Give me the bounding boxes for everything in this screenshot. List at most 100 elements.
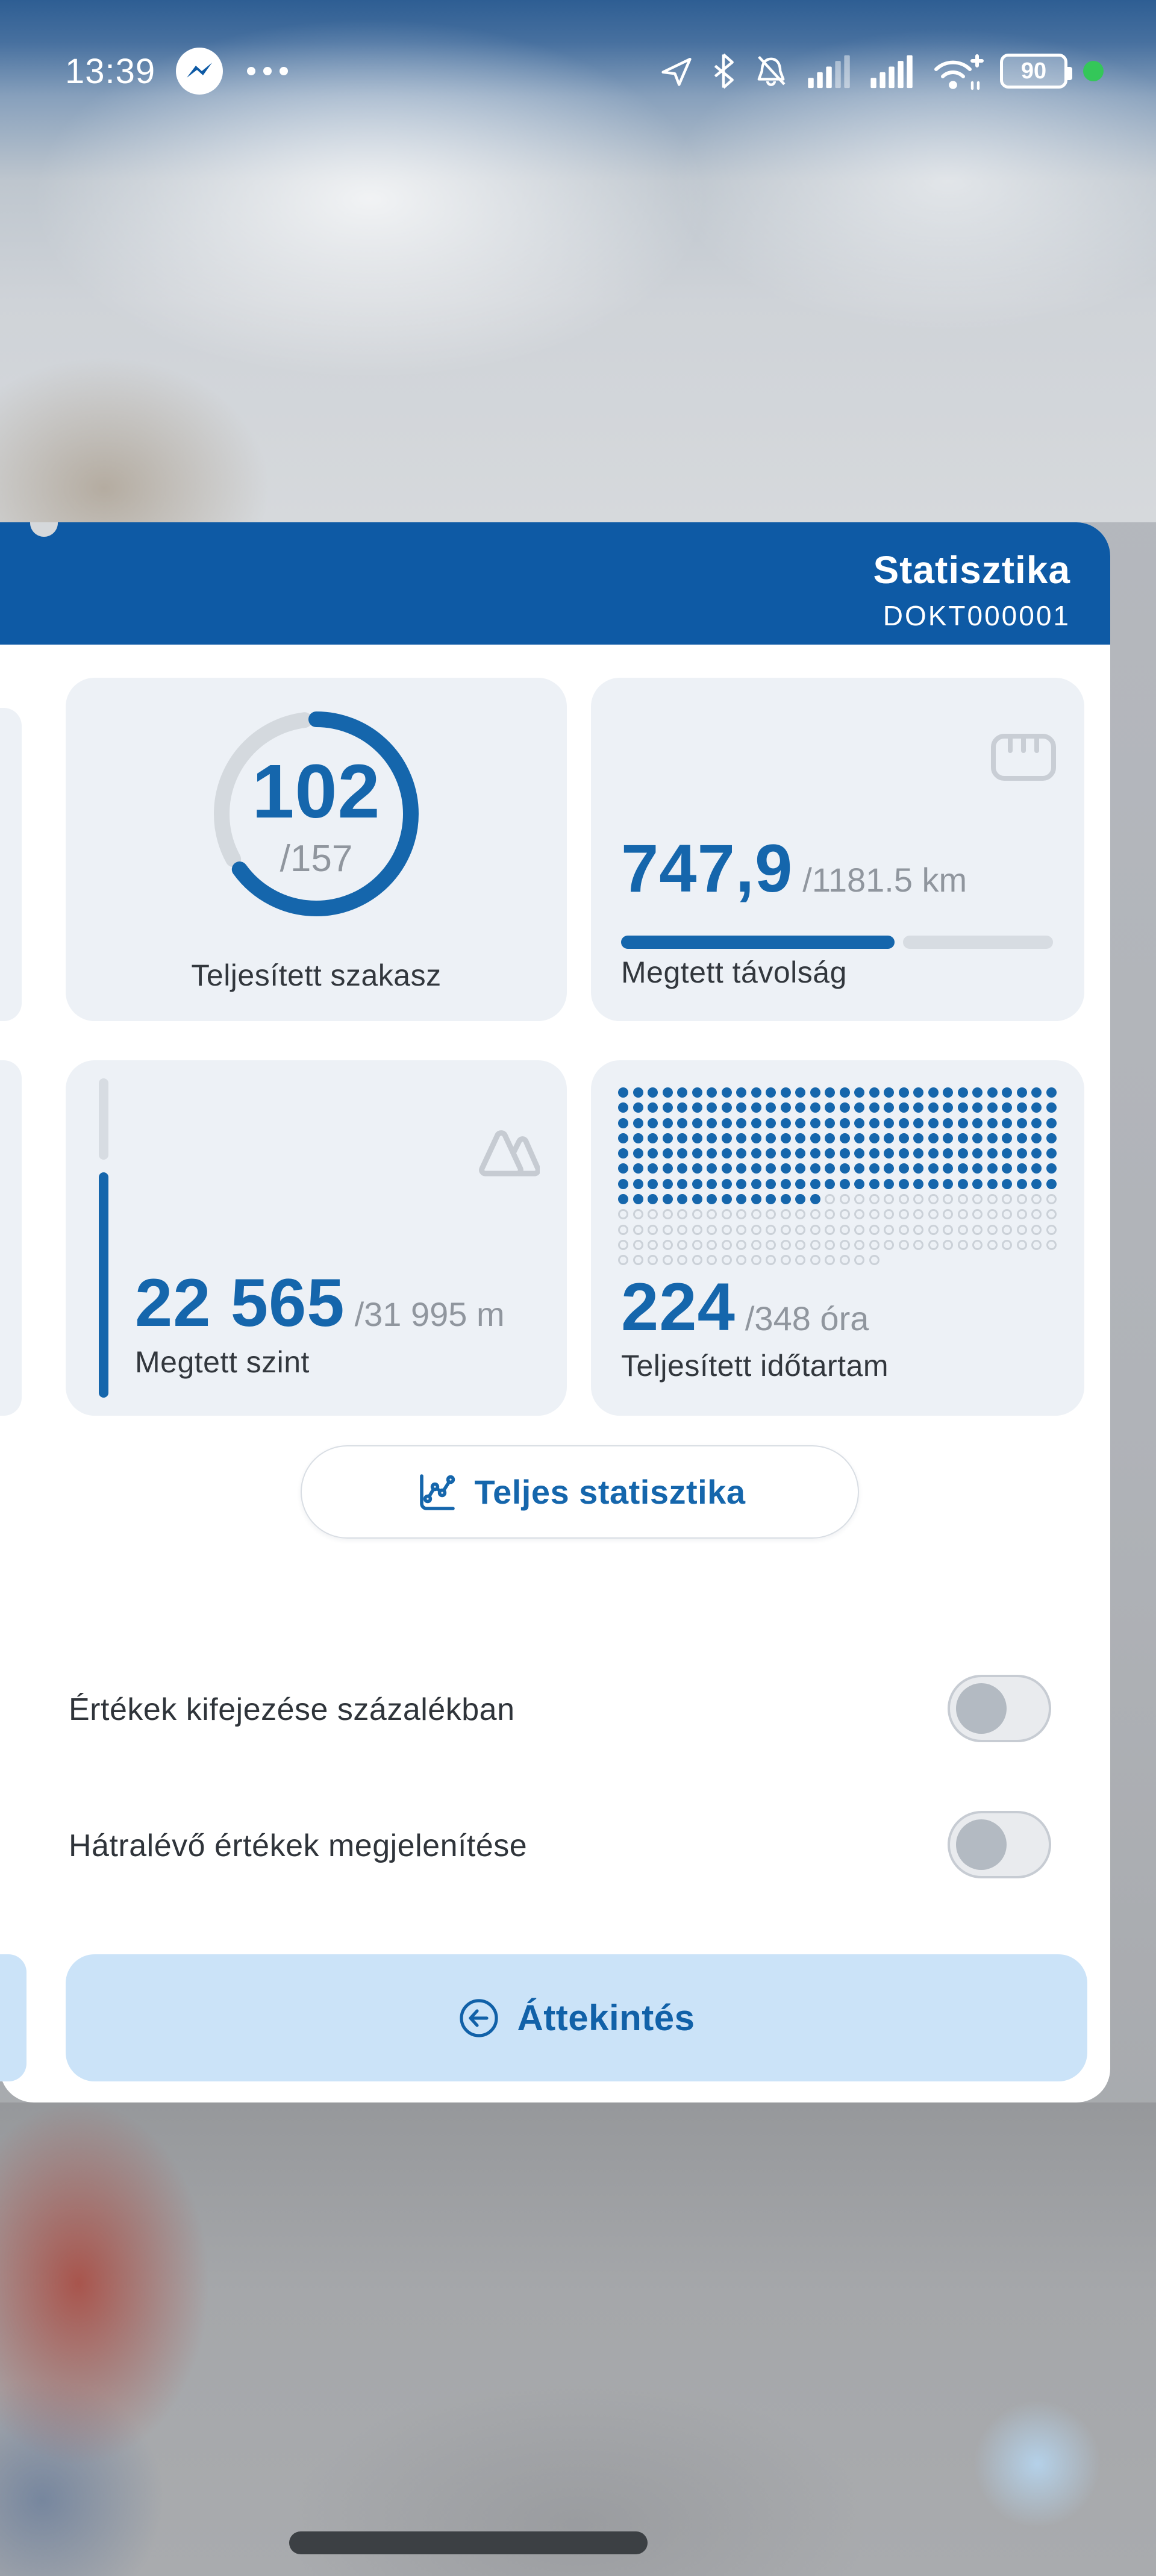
dot-filled	[721, 1194, 732, 1205]
dot-filled	[1002, 1133, 1012, 1143]
dot-empty	[1046, 1194, 1057, 1205]
dot-empty	[943, 1194, 953, 1205]
dot-filled	[1046, 1118, 1057, 1128]
dot-filled	[839, 1133, 850, 1143]
toggle-remaining-label: Hátralévő értékek megjelenítése	[69, 1828, 528, 1863]
dot-empty	[884, 1239, 894, 1250]
dot-empty	[648, 1209, 658, 1220]
dot-empty	[618, 1239, 628, 1250]
dot-filled	[972, 1163, 983, 1174]
dot-filled	[898, 1087, 909, 1098]
panel-code: DOKT000001	[883, 600, 1070, 631]
full-statistics-button[interactable]: Teljes statisztika	[301, 1445, 859, 1539]
dot-filled	[795, 1118, 805, 1128]
dot-filled	[780, 1102, 791, 1113]
dot-empty	[839, 1194, 850, 1205]
dot-filled	[662, 1148, 673, 1159]
dot-filled	[780, 1087, 791, 1098]
dot-empty	[795, 1239, 805, 1250]
dot-filled	[854, 1102, 864, 1113]
dot-empty	[825, 1209, 835, 1220]
dot-filled	[825, 1148, 835, 1159]
dot-filled	[972, 1087, 983, 1098]
carousel-sliver-button[interactable]	[0, 1954, 27, 2081]
distance-progress-bar	[621, 936, 1053, 949]
dot-empty	[662, 1209, 673, 1220]
dot-filled	[633, 1087, 643, 1098]
dot-empty	[707, 1209, 717, 1220]
dot-filled	[751, 1194, 761, 1205]
dot-empty	[1016, 1239, 1027, 1250]
dot-filled	[810, 1163, 820, 1174]
dot-empty	[618, 1255, 628, 1266]
carousel-sliver-card-1[interactable]	[0, 708, 22, 1021]
dot-filled	[854, 1163, 864, 1174]
dot-filled	[1046, 1163, 1057, 1174]
dot-empty	[677, 1209, 687, 1220]
dot-filled	[618, 1148, 628, 1159]
dot-filled	[707, 1194, 717, 1205]
toggle-percent-label: Értékek kifejezése százalékban	[69, 1692, 515, 1727]
dot-empty	[957, 1194, 968, 1205]
dot-empty	[766, 1255, 776, 1266]
dot-empty	[839, 1239, 850, 1250]
dot-filled	[677, 1194, 687, 1205]
dot-empty	[721, 1255, 732, 1266]
dot-filled	[707, 1148, 717, 1159]
dot-filled	[928, 1118, 939, 1128]
dot-empty	[648, 1255, 658, 1266]
dot-filled	[766, 1133, 776, 1143]
dot-filled	[957, 1133, 968, 1143]
dot-filled	[766, 1178, 776, 1189]
dot-filled	[898, 1163, 909, 1174]
toggle-percent-switch[interactable]	[948, 1675, 1051, 1742]
dot-filled	[633, 1133, 643, 1143]
distance-total: /1181.5 km	[802, 861, 967, 899]
dot-filled	[810, 1133, 820, 1143]
dot-empty	[810, 1255, 820, 1266]
dot-filled	[618, 1194, 628, 1205]
dot-filled	[707, 1163, 717, 1174]
dot-filled	[839, 1118, 850, 1128]
dot-filled	[662, 1118, 673, 1128]
dot-filled	[1031, 1133, 1042, 1143]
dot-empty	[957, 1239, 968, 1250]
dot-empty	[1016, 1224, 1027, 1235]
dot-filled	[884, 1133, 894, 1143]
dot-filled	[943, 1178, 953, 1189]
dot-filled	[677, 1133, 687, 1143]
dot-empty	[1031, 1239, 1042, 1250]
dot-filled	[707, 1102, 717, 1113]
dot-filled	[1016, 1133, 1027, 1143]
dot-empty	[825, 1224, 835, 1235]
toggle-remaining-switch[interactable]	[948, 1811, 1051, 1878]
dot-filled	[913, 1102, 923, 1113]
dot-filled	[869, 1118, 879, 1128]
dot-empty	[884, 1224, 894, 1235]
dot-filled	[721, 1133, 732, 1143]
dot-filled	[751, 1102, 761, 1113]
overview-button[interactable]: Áttekintés	[66, 1954, 1087, 2081]
full-statistics-label: Teljes statisztika	[474, 1473, 746, 1511]
dot-filled	[692, 1087, 702, 1098]
dot-filled	[751, 1178, 761, 1189]
dot-filled	[736, 1102, 746, 1113]
carousel-sliver-card-2[interactable]	[0, 1060, 22, 1416]
dot-filled	[662, 1194, 673, 1205]
dot-filled	[825, 1102, 835, 1113]
home-indicator[interactable]	[289, 2531, 648, 2554]
dot-filled	[825, 1163, 835, 1174]
dot-filled	[957, 1118, 968, 1128]
dot-empty	[884, 1209, 894, 1220]
dot-filled	[648, 1163, 658, 1174]
dot-empty	[913, 1239, 923, 1250]
dot-filled	[736, 1118, 746, 1128]
dot-empty	[839, 1224, 850, 1235]
elevation-progress-rest	[99, 1078, 108, 1160]
dot-filled	[766, 1163, 776, 1174]
dot-filled	[913, 1178, 923, 1189]
dot-empty	[692, 1224, 702, 1235]
dot-filled	[662, 1178, 673, 1189]
dot-filled	[633, 1178, 643, 1189]
wifi-plus-icon	[934, 54, 984, 90]
